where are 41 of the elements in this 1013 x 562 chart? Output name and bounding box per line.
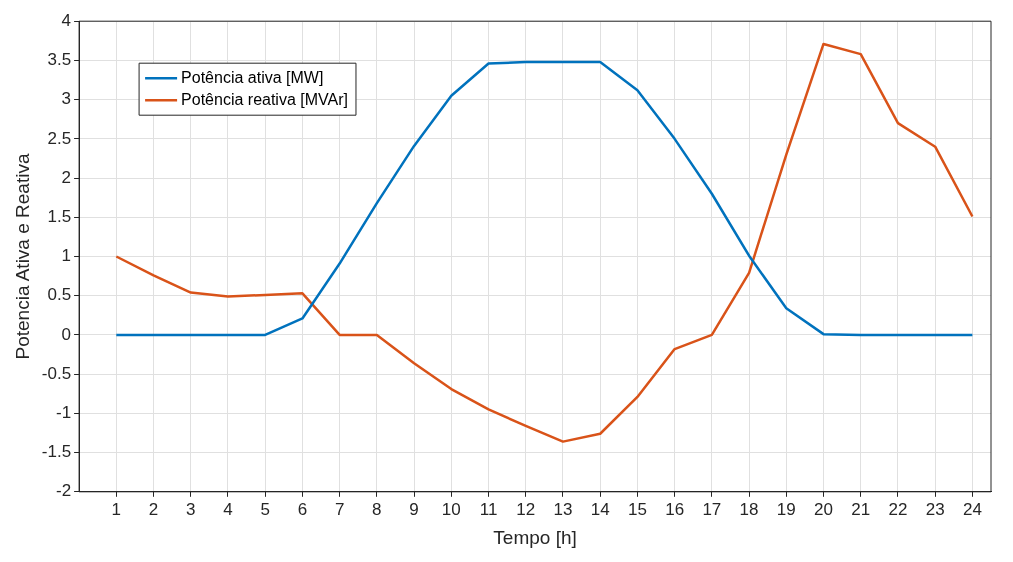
y-tick-label: 2 [61,167,72,187]
x-tick-label: 14 [590,499,610,519]
x-tick-label: 17 [702,499,722,519]
x-tick-label: 6 [297,499,308,519]
y-tick-label: 4 [61,10,72,30]
y-tick-label: -1 [55,403,72,423]
x-tick-label: 9 [409,499,419,519]
x-tick-label: 7 [334,499,345,519]
y-tick-label: 0 [61,324,72,344]
x-tick-label: 18 [739,499,759,519]
x-tick-label: 16 [665,499,685,519]
x-tick-label: 2 [148,499,159,519]
x-tick-label: 13 [553,499,573,519]
y-tick-label: 3 [61,89,72,109]
y-tick-label: 2.5 [47,128,72,148]
x-tick-label: 8 [372,499,382,519]
x-tick-label: 20 [814,499,833,519]
x-tick-label: 5 [260,499,270,519]
y-tick-label: 3.5 [47,50,72,70]
x-tick-label: 19 [776,499,796,519]
legend-label: Potência reativa [MVAr] [181,90,348,108]
x-tick-label: 1 [111,499,122,519]
x-tick-label: 21 [851,499,871,519]
x-tick-label: 10 [441,499,461,519]
y-tick-label: -0.5 [41,363,72,383]
y-tick-label: 1.5 [47,206,72,226]
y-tick-label: -1.5 [41,442,72,462]
x-tick-label: 24 [962,499,982,519]
y-axis-title: Potencia Ativa e Reativa [11,153,33,360]
legend-label: Potência ativa [MW] [181,68,324,86]
y-tick-label: 0.5 [47,285,72,305]
x-tick-label: 4 [223,499,233,519]
x-tick-label: 3 [186,499,196,519]
x-tick-label: 11 [479,499,498,519]
x-axis-title: Tempo [h] [493,526,577,548]
x-tick-label: 15 [627,499,647,519]
x-tick-label: 23 [925,499,945,519]
y-tick-label: 1 [61,246,72,266]
y-tick-label: -2 [55,481,72,501]
x-tick-label: 22 [888,499,908,519]
x-tick-label: 12 [516,499,536,519]
